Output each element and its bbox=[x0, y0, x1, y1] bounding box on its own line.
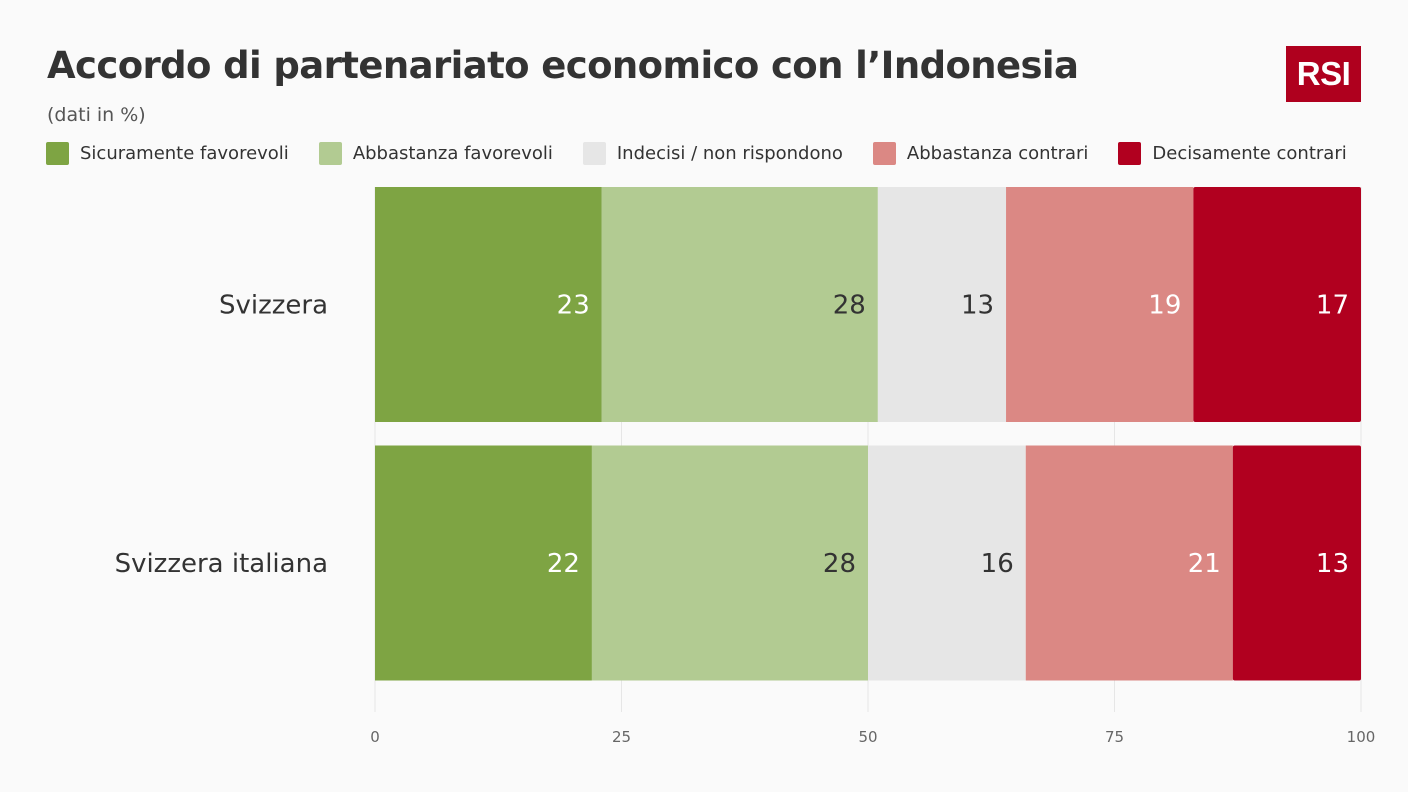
bar-segment bbox=[1193, 187, 1361, 422]
legend-item-abbastanza-favorevoli: Abbastanza favorevoli bbox=[318, 141, 553, 165]
bar-segment bbox=[591, 445, 868, 681]
legend-label: Indecisi / non rispondono bbox=[616, 142, 843, 164]
legend-swatch bbox=[1118, 141, 1142, 165]
data-label: 16 bbox=[981, 549, 1014, 579]
bar-segment bbox=[601, 187, 878, 422]
legend: Sicuramente favorevoli Abbastanza favore… bbox=[46, 141, 1347, 165]
category-label: Svizzera italiana bbox=[115, 549, 328, 579]
legend-item-decisamente-contrari: Decisamente contrari bbox=[1118, 141, 1347, 165]
bar-segment bbox=[868, 445, 1026, 681]
legend-label: Sicuramente favorevoli bbox=[80, 142, 289, 164]
legend-swatch bbox=[46, 141, 69, 165]
legend-label: Abbastanza contrari bbox=[906, 142, 1089, 164]
legend-item-sicuramente-favorevoli: Sicuramente favorevoli bbox=[46, 141, 289, 165]
x-tick-label: 0 bbox=[370, 728, 380, 746]
bar-segment bbox=[375, 445, 592, 681]
bar-segment bbox=[1025, 445, 1233, 681]
data-label: 19 bbox=[1148, 291, 1181, 321]
legend-label: Decisamente contrari bbox=[1152, 142, 1347, 164]
legend-item-abbastanza-contrari: Abbastanza contrari bbox=[872, 141, 1089, 165]
x-tick-label: 25 bbox=[612, 728, 631, 746]
data-label: 28 bbox=[833, 291, 866, 321]
legend-swatch bbox=[318, 141, 342, 165]
bar-segment bbox=[1006, 187, 1194, 422]
legend-swatch bbox=[582, 141, 606, 165]
data-label: 13 bbox=[961, 291, 994, 321]
bar-segment bbox=[1232, 445, 1361, 681]
legend-swatch bbox=[872, 141, 896, 165]
x-tick-label: 50 bbox=[858, 728, 877, 746]
chart-title: Accordo di partenariato economico con l’… bbox=[47, 44, 1079, 87]
data-label: 22 bbox=[547, 549, 580, 579]
category-label: Svizzera bbox=[219, 291, 328, 321]
rsi-logo: RSI bbox=[1286, 46, 1361, 102]
bar-segment bbox=[877, 187, 1007, 422]
x-tick-label: 75 bbox=[1105, 728, 1124, 746]
chart-subtitle: (dati in %) bbox=[47, 104, 146, 126]
data-label: 13 bbox=[1316, 549, 1349, 579]
data-label: 23 bbox=[557, 291, 590, 321]
data-label: 28 bbox=[823, 549, 856, 579]
legend-item-indecisi: Indecisi / non rispondono bbox=[582, 141, 843, 165]
data-label: 17 bbox=[1316, 291, 1349, 321]
legend-label: Abbastanza favorevoli bbox=[352, 142, 553, 164]
bar-segment bbox=[375, 187, 602, 422]
x-tick-label: 100 bbox=[1347, 728, 1376, 746]
data-label: 21 bbox=[1188, 549, 1221, 579]
